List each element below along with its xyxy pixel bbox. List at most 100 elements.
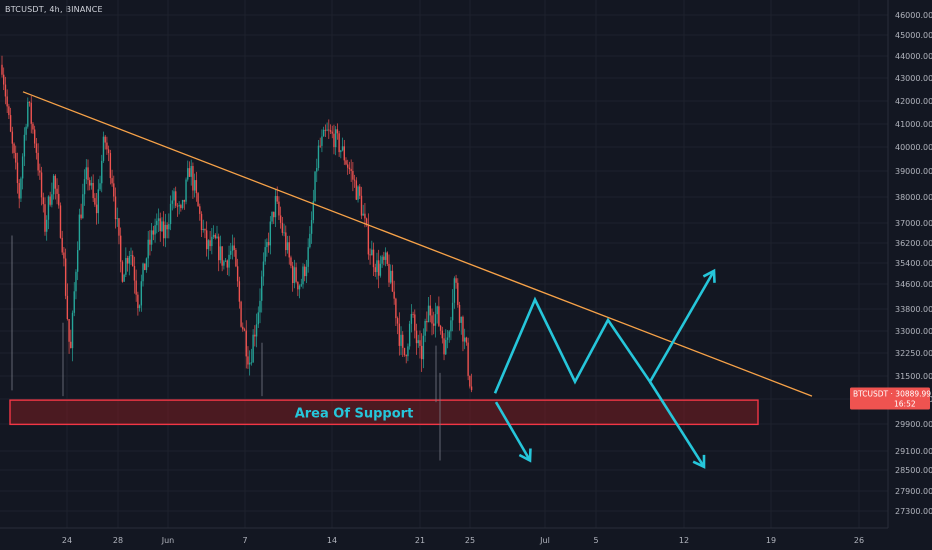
candle-body	[20, 178, 22, 199]
candle-body	[386, 252, 388, 264]
candle-body	[114, 196, 117, 220]
candle-body	[288, 242, 290, 258]
candle-body	[269, 221, 272, 246]
candle-body	[228, 254, 230, 268]
projection-down-2-path	[648, 381, 706, 468]
candle-body	[446, 337, 449, 340]
candle-body	[245, 330, 247, 357]
candle-body	[240, 301, 242, 327]
candle-body	[290, 257, 292, 266]
candle-body	[85, 167, 87, 180]
candle-body	[278, 201, 280, 216]
candle-body	[171, 200, 173, 204]
candle-body	[176, 205, 179, 207]
candle-body	[334, 129, 337, 148]
candle-body	[345, 160, 347, 165]
candle-body	[180, 205, 182, 208]
candle-body	[369, 254, 371, 256]
price-tick-label: 39000.00	[895, 167, 932, 176]
candle-body	[152, 230, 155, 235]
candle-body	[138, 305, 141, 309]
candle-body	[324, 129, 327, 131]
candle-body	[21, 156, 24, 179]
candle-body	[40, 172, 43, 198]
candle-body	[453, 278, 456, 303]
last-price-tag[interactable]: BTCUSDT · 30889.99 16:52	[850, 387, 931, 410]
candle-body	[350, 169, 352, 171]
chart-grid	[0, 0, 888, 528]
candle-body	[257, 312, 259, 325]
candle-body	[250, 362, 253, 364]
candle-body	[28, 101, 31, 103]
candle-body	[470, 386, 473, 391]
candle-body	[333, 133, 335, 148]
candle-body	[135, 280, 137, 295]
candle-body	[403, 347, 406, 356]
candle-body	[154, 225, 156, 235]
candle-body	[44, 204, 46, 232]
candle-body	[235, 249, 237, 267]
time-tick-label: 14	[327, 536, 337, 545]
candle-body	[164, 224, 167, 239]
candle-body	[8, 106, 10, 116]
candle-body	[78, 214, 81, 251]
candle-body	[259, 300, 261, 313]
candle-body	[402, 334, 404, 348]
candle-body	[142, 263, 144, 282]
descending-trendline	[22, 91, 813, 397]
candle-body	[149, 239, 151, 245]
support-zone-box	[9, 399, 759, 426]
candle-body	[95, 204, 98, 214]
candle-body	[412, 314, 414, 315]
candle-body	[429, 305, 431, 316]
candle-body	[262, 261, 265, 277]
candle-body	[33, 129, 36, 144]
price-tick-label: 28500.00	[895, 466, 932, 475]
time-tick-label: 19	[766, 536, 776, 545]
candle-body	[365, 218, 368, 225]
candle-body	[255, 324, 258, 337]
candle-body	[126, 257, 129, 264]
candle-body	[15, 152, 17, 163]
candle-body	[157, 218, 160, 221]
candle-body	[230, 250, 232, 255]
candle-body	[371, 249, 373, 256]
candle-body	[58, 193, 60, 206]
candle-body	[424, 320, 426, 336]
candle-body	[61, 237, 63, 253]
candle-body	[379, 263, 382, 276]
candle-body	[317, 145, 320, 168]
price-tick-label: 33800.00	[895, 305, 932, 314]
candle-body	[116, 218, 118, 220]
candle-body	[383, 256, 385, 260]
candle-body	[25, 126, 27, 135]
candle-body	[97, 189, 100, 214]
candle-body	[132, 255, 134, 267]
candle-body	[434, 314, 437, 326]
candle-body	[82, 194, 84, 219]
candle-body	[426, 320, 428, 323]
candle-body	[465, 337, 468, 343]
candle-body	[427, 305, 430, 323]
candle-body	[266, 242, 268, 248]
candle-body	[238, 281, 241, 302]
candle-body	[233, 245, 235, 250]
candle-body	[304, 266, 306, 277]
candle-body	[367, 224, 370, 255]
last-price-tag-box	[850, 387, 930, 410]
candle-body	[125, 257, 127, 275]
candle-body	[455, 278, 457, 283]
candle-body	[441, 330, 444, 339]
candle-body	[118, 218, 120, 236]
price-tick-label: 41000.00	[895, 120, 932, 129]
candle-body	[18, 183, 20, 199]
candle-body	[162, 221, 165, 239]
candle-body	[347, 164, 349, 168]
interval-label: 4h	[49, 5, 60, 14]
candle-body	[395, 298, 397, 319]
candle-body	[307, 247, 309, 267]
candle-body	[436, 306, 438, 315]
candle-body	[11, 131, 14, 144]
candle-body	[252, 334, 254, 363]
